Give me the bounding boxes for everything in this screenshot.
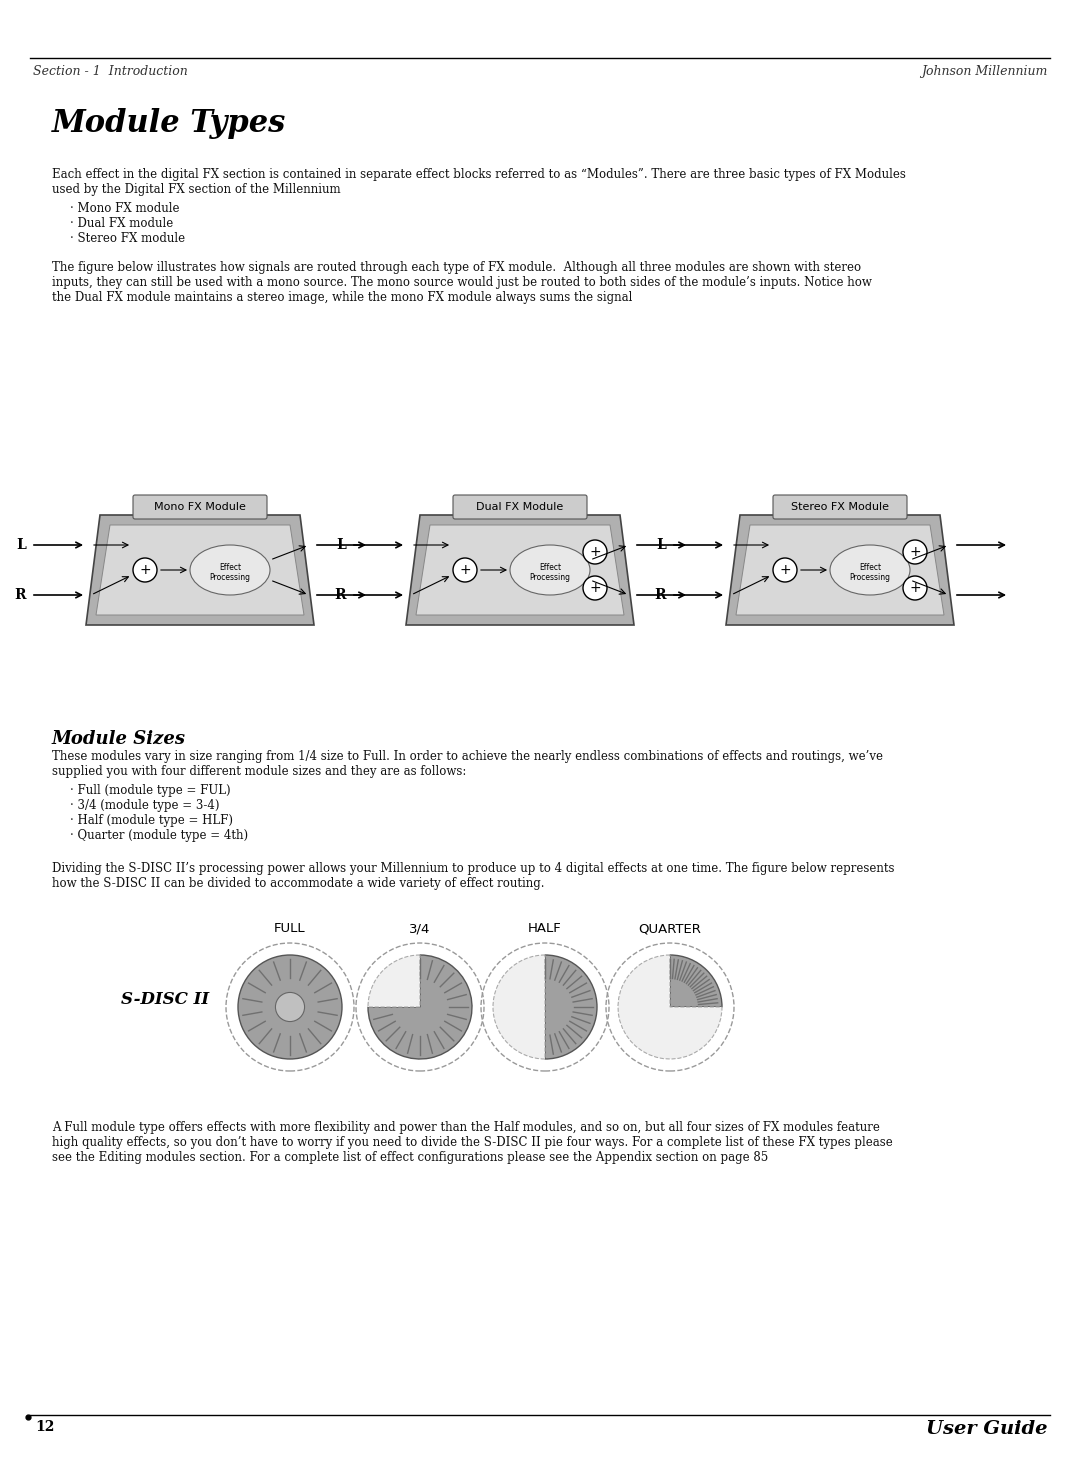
Text: · 3/4 (module type = 3-4): · 3/4 (module type = 3-4) xyxy=(70,799,219,812)
Text: Section - 1  Introduction: Section - 1 Introduction xyxy=(33,64,188,77)
Text: +: + xyxy=(909,580,921,595)
Text: R: R xyxy=(654,587,666,602)
Text: HALF: HALF xyxy=(528,922,562,935)
Wedge shape xyxy=(618,955,723,1059)
Text: +: + xyxy=(590,545,600,558)
Text: Module Types: Module Types xyxy=(52,108,286,139)
Circle shape xyxy=(903,541,927,564)
Wedge shape xyxy=(368,955,472,1059)
Ellipse shape xyxy=(831,545,910,595)
Text: R: R xyxy=(14,587,26,602)
Text: Each effect in the digital FX section is contained in separate effect blocks ref: Each effect in the digital FX section is… xyxy=(52,168,906,181)
Text: inputs, they can still be used with a mono source. The mono source would just be: inputs, they can still be used with a mo… xyxy=(52,276,872,289)
Text: S-DISC II: S-DISC II xyxy=(121,991,210,1008)
Circle shape xyxy=(583,576,607,600)
Text: L: L xyxy=(16,538,26,552)
FancyBboxPatch shape xyxy=(453,495,588,519)
Polygon shape xyxy=(726,514,954,625)
Circle shape xyxy=(583,541,607,564)
Text: The figure below illustrates how signals are routed through each type of FX modu: The figure below illustrates how signals… xyxy=(52,262,861,275)
Text: L: L xyxy=(657,538,666,552)
Text: used by the Digital FX section of the Millennium: used by the Digital FX section of the Mi… xyxy=(52,183,340,196)
Circle shape xyxy=(133,558,157,581)
Text: Effect: Effect xyxy=(219,562,241,571)
Text: +: + xyxy=(779,562,791,577)
Text: · Full (module type = FUL): · Full (module type = FUL) xyxy=(70,785,231,798)
Text: FULL: FULL xyxy=(274,922,306,935)
Text: Mono FX Module: Mono FX Module xyxy=(154,503,246,511)
Polygon shape xyxy=(416,524,624,615)
Text: the Dual FX module maintains a stereo image, while the mono FX module always sum: the Dual FX module maintains a stereo im… xyxy=(52,291,633,304)
Ellipse shape xyxy=(510,545,590,595)
Text: +: + xyxy=(590,580,600,595)
Text: Stereo FX Module: Stereo FX Module xyxy=(791,503,889,511)
Text: L: L xyxy=(336,538,346,552)
Wedge shape xyxy=(670,955,723,1007)
Text: +: + xyxy=(139,562,151,577)
Text: QUARTER: QUARTER xyxy=(638,922,701,935)
Text: A Full module type offers effects with more flexibility and power than the Half : A Full module type offers effects with m… xyxy=(52,1121,880,1134)
Text: Effect: Effect xyxy=(539,562,562,571)
Text: Processing: Processing xyxy=(529,573,570,581)
FancyBboxPatch shape xyxy=(133,495,267,519)
Polygon shape xyxy=(86,514,314,625)
Text: R: R xyxy=(335,587,346,602)
Wedge shape xyxy=(492,955,545,1059)
Text: 3/4: 3/4 xyxy=(409,922,431,935)
Wedge shape xyxy=(238,955,342,1059)
Circle shape xyxy=(453,558,477,581)
Text: Processing: Processing xyxy=(850,573,891,581)
Text: see the Editing modules section. For a complete list of effect configurations pl: see the Editing modules section. For a c… xyxy=(52,1151,768,1164)
Circle shape xyxy=(903,576,927,600)
Text: high quality effects, so you don’t have to worry if you need to divide the S-DIS: high quality effects, so you don’t have … xyxy=(52,1137,893,1148)
Polygon shape xyxy=(406,514,634,625)
Text: supplied you with four different module sizes and they are as follows:: supplied you with four different module … xyxy=(52,766,467,779)
Text: · Mono FX module: · Mono FX module xyxy=(70,202,179,215)
Text: Dividing the S-DISC II’s processing power allows your Millennium to produce up t: Dividing the S-DISC II’s processing powe… xyxy=(52,862,894,875)
Text: · Quarter (module type = 4th): · Quarter (module type = 4th) xyxy=(70,828,248,842)
Text: · Dual FX module: · Dual FX module xyxy=(70,218,173,229)
Text: +: + xyxy=(459,562,471,577)
Circle shape xyxy=(275,992,305,1021)
Wedge shape xyxy=(545,955,597,1059)
Text: Processing: Processing xyxy=(210,573,251,581)
Text: These modules vary in size ranging from 1/4 size to Full. In order to achieve th: These modules vary in size ranging from … xyxy=(52,749,883,763)
Polygon shape xyxy=(735,524,944,615)
Text: · Stereo FX module: · Stereo FX module xyxy=(70,232,185,245)
Text: Effect: Effect xyxy=(859,562,881,571)
Text: Dual FX Module: Dual FX Module xyxy=(476,503,564,511)
Text: User Guide: User Guide xyxy=(926,1420,1047,1438)
Wedge shape xyxy=(368,955,420,1007)
Text: how the S-DISC II can be divided to accommodate a wide variety of effect routing: how the S-DISC II can be divided to acco… xyxy=(52,877,544,890)
Text: +: + xyxy=(909,545,921,558)
Text: · Half (module type = HLF): · Half (module type = HLF) xyxy=(70,814,233,827)
Text: 12: 12 xyxy=(35,1420,54,1435)
Polygon shape xyxy=(96,524,303,615)
Text: Johnson Millennium: Johnson Millennium xyxy=(920,64,1047,77)
FancyBboxPatch shape xyxy=(773,495,907,519)
Circle shape xyxy=(773,558,797,581)
Ellipse shape xyxy=(190,545,270,595)
Text: Module Sizes: Module Sizes xyxy=(52,730,186,748)
